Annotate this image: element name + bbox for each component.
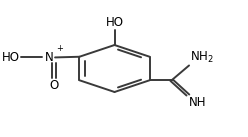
Text: N: N — [45, 51, 54, 64]
Text: +: + — [56, 44, 63, 53]
Text: HO: HO — [2, 51, 20, 64]
Text: NH: NH — [188, 96, 206, 109]
Text: NH$_2$: NH$_2$ — [190, 50, 214, 65]
Text: HO: HO — [106, 16, 124, 29]
Text: O: O — [49, 79, 59, 92]
